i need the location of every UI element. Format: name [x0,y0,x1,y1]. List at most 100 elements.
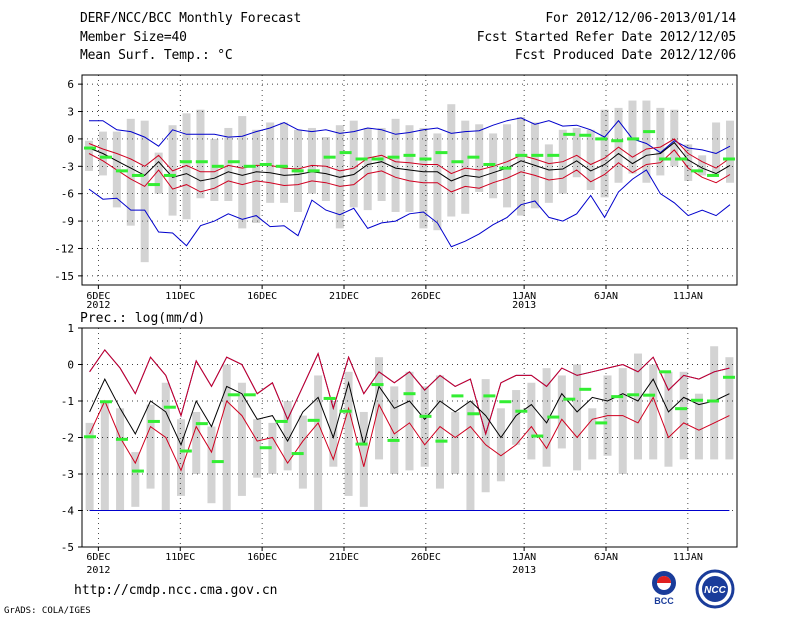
panel1-x-tick-label: 11DEC [165,291,195,302]
panel1-ensemble-box [224,127,233,201]
panel2-obs-marker [579,387,592,391]
panel2-y-tick-label: -4 [61,505,75,518]
panel1-upper-std-line [88,138,731,175]
panel1-x-tick-label: 6DEC [86,291,110,302]
panel1-obs-marker [403,153,416,157]
panel1-ensemble-box [252,129,261,223]
panel1-obs-marker [99,155,112,159]
panel1-obs-marker [723,157,736,161]
panel2-obs-marker [611,395,624,399]
panel2-y-tick-label: 1 [67,322,74,335]
panel2-ensemble-box [85,422,94,511]
footer-url[interactable]: http://cmdp.ncc.cma.gov.cn [74,583,278,598]
panel1-ensemble-box [405,125,414,212]
panel2-ensemble-box [268,422,277,474]
panel2-obs-marker [227,393,240,397]
panel2-ensemble-box [100,401,109,511]
bcc-logo: BCC [652,571,676,606]
panel1-ensemble-box [656,107,665,176]
panel1-obs-marker [515,153,528,157]
header-produced-date: Fcst Produced Date 2012/12/06 [514,48,736,63]
panel1-obs-marker [659,157,672,161]
panel2-obs-marker [643,393,656,397]
panel1-obs-marker [307,169,320,173]
panel1-lower-std-line [88,149,731,193]
panel2-title: Prec.: log(mm/d) [80,311,205,326]
panel2-ensemble-box [466,401,475,511]
panel2-ensemble-box [359,411,368,507]
panel2-x-tick-label: 11DEC [165,552,195,563]
panel2-ensemble-box [405,371,414,471]
panel1-ensemble-box [307,127,316,194]
panel1-obs-marker [83,146,96,150]
panel1-obs-marker [387,155,400,159]
panel2-obs-marker [83,435,96,439]
panel1-ensemble-box [642,100,651,183]
panel2-ensemble-box [496,408,505,482]
panel2-obs-marker [131,469,144,473]
panel2-obs-marker [483,394,496,398]
panel2-obs-marker [291,452,304,456]
panel1-min-line [88,169,731,248]
panel1-ensemble-box [419,127,428,229]
panel1-max-line [89,117,731,155]
panel1-obs-marker [595,137,608,141]
panel1-obs-marker [707,173,720,177]
panel2-ensemble-box [344,371,353,496]
panel2-ensemble-box [481,379,490,493]
panel1-ensemble-box [126,118,135,226]
panel2-obs-marker [371,383,384,387]
panel2-y-tick-label: -1 [61,395,74,408]
panel2-ensemble-box [557,375,566,449]
panel1-obs-marker [563,132,576,136]
panel1-obs-marker [643,130,656,134]
panel1-y-tick-label: 3 [67,106,74,119]
panel2-ensemble-box [375,357,384,460]
panel2-mean-line [89,377,730,447]
panel2-x-tick-label: 11JAN [673,552,703,563]
panel2-x-tick-year: 2012 [86,565,110,576]
panel1-ensemble-box [684,144,693,181]
panel1-obs-marker [547,153,560,157]
panel2-ensemble-box [633,353,642,460]
panel1-x-tick-label: 6JAN [594,291,618,302]
panel2-ensemble-box [177,419,186,496]
panel2-ensemble-box [710,346,719,460]
panel1-ensemble-box [84,140,93,171]
panel2-lower-std-line [89,396,730,472]
panel1-y-tick-label: -3 [61,160,74,173]
panel2-ensemble-box [618,368,627,474]
panel2-y-tick-label: -2 [61,432,74,445]
footer-credit: GrADS: COLA/IGES [4,606,91,616]
panel1-obs-marker [163,173,176,177]
panel1-x-tick-label: 26DEC [411,291,441,302]
panel1-y-tick-label: -15 [54,270,74,283]
panel2-x-tick-label: 6DEC [86,552,110,563]
panel2-ensemble-box [237,382,246,496]
panel2-obs-marker [707,399,720,403]
panel2-upper-std-line [89,349,730,436]
panel2-x-tick-label: 21DEC [329,552,359,563]
panel1-y-tick-label: -12 [54,242,74,255]
panel2-ensemble-box [192,411,201,474]
panel1-ensemble-box [586,129,595,191]
header-variable: Mean Surf. Temp.: °C [80,48,233,63]
panel2-ensemble-box [131,452,140,507]
panel2-obs-marker [403,392,416,396]
panel1-ensemble-box [670,109,679,167]
panel1-ensemble-box [391,118,400,212]
panel1-obs-marker [339,151,352,155]
panel1-ensemble-box [210,138,219,201]
panel1-obs-marker [275,164,288,168]
panel1-x-tick-label: 16DEC [247,291,277,302]
panel2-obs-marker [467,412,480,416]
panel2-obs-marker [675,407,688,411]
panel1-ensemble-box [600,109,609,198]
panel2-obs-marker [147,419,160,423]
panel1-ensemble-box [461,120,470,214]
panel2-obs-marker [451,394,464,398]
panel2-obs-marker [547,415,560,419]
ncc-logo: NCC [695,569,735,609]
panel2-obs-marker [691,398,704,402]
